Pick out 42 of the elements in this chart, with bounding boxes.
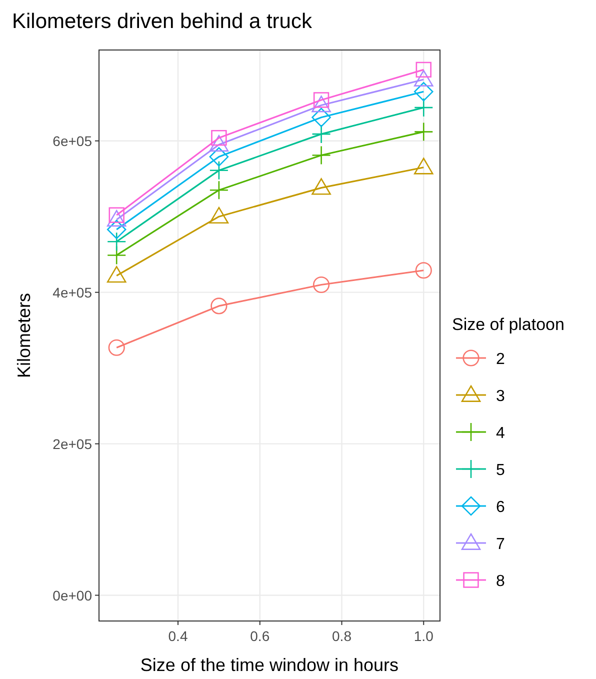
y-tick-label: 0e+00: [52, 587, 92, 604]
legend-label: 3: [496, 388, 505, 405]
point: [106, 220, 126, 240]
point: [210, 298, 228, 314]
point: [312, 178, 331, 195]
point: [209, 180, 229, 200]
x-tick-label: 0.6: [250, 628, 270, 644]
x-tick-label: 0.8: [332, 628, 352, 644]
point: [415, 262, 432, 279]
x-tick-label: 1.0: [414, 628, 434, 644]
point: [414, 98, 434, 118]
point: [414, 82, 434, 102]
point: [312, 108, 331, 128]
legend-label: 7: [496, 536, 505, 553]
legend-label: 5: [496, 462, 505, 479]
point: [106, 210, 126, 227]
x-axis-title: Size of the time window in hours: [140, 655, 399, 675]
y-tick-label: 6e+05: [52, 132, 92, 149]
chart-title: Kilometers driven behind a truck: [12, 10, 312, 33]
legend-label: 6: [496, 499, 505, 516]
point: [209, 135, 229, 152]
y-tick-label: 2e+05: [52, 436, 92, 452]
point: [209, 206, 229, 224]
legend-title: Size of platoon: [452, 315, 564, 334]
legend-label: 8: [496, 573, 505, 590]
point: [108, 339, 125, 356]
point: [209, 147, 229, 166]
point: [312, 96, 331, 112]
point: [209, 160, 229, 180]
point: [106, 266, 126, 283]
point: [312, 146, 331, 165]
point: [312, 276, 330, 294]
point: [414, 70, 434, 86]
point: [106, 232, 126, 252]
point: [414, 122, 434, 142]
y-axis-title: Kilometers: [14, 292, 34, 378]
y-tick-label: 4e+05: [52, 284, 92, 300]
legend-label: 4: [496, 425, 505, 442]
legend-label: 2: [496, 351, 505, 368]
point: [312, 124, 331, 144]
point: [414, 158, 434, 174]
x-tick-label: 0.4: [168, 628, 188, 644]
